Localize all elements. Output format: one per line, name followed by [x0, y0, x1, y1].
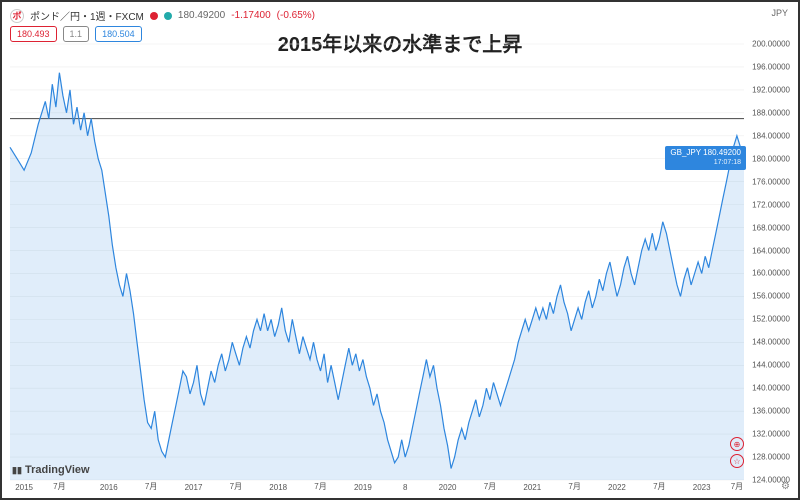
y-tick-label: 172.00000: [752, 200, 790, 209]
y-tick-label: 160.00000: [752, 269, 790, 278]
x-tick-label: 7月: [568, 481, 580, 492]
y-tick-label: 188.00000: [752, 108, 790, 117]
y-tick-label: 180.00000: [752, 154, 790, 163]
y-tick-label: 196.00000: [752, 62, 790, 71]
chart-container: ボ ポンド／円・1週・FXCM 180.49200 -1.17400 (-0.6…: [0, 0, 800, 500]
x-tick-label: 2019: [354, 483, 372, 492]
price-flag-pair: GB_JPY: [670, 148, 701, 157]
x-tick-label: 8: [403, 483, 407, 492]
add-icon[interactable]: ⊕: [730, 437, 744, 451]
y-tick-label: 184.00000: [752, 131, 790, 140]
x-tick-label: 2020: [439, 483, 457, 492]
y-tick-label: 140.00000: [752, 384, 790, 393]
y-tick-label: 192.00000: [752, 85, 790, 94]
y-tick-label: 152.00000: [752, 315, 790, 324]
x-tick-label: 2021: [523, 483, 541, 492]
x-tick-label: 2018: [269, 483, 287, 492]
y-tick-label: 176.00000: [752, 177, 790, 186]
y-tick-label: 164.00000: [752, 246, 790, 255]
y-tick-label: 156.00000: [752, 292, 790, 301]
star-icon[interactable]: ☆: [730, 454, 744, 468]
x-tick-label: 2017: [185, 483, 203, 492]
x-tick-label: 7月: [653, 481, 665, 492]
y-tick-label: 132.00000: [752, 430, 790, 439]
y-tick-label: 144.00000: [752, 361, 790, 370]
y-tick-label: 200.00000: [752, 40, 790, 49]
price-flag-time: 17:07:18: [670, 158, 741, 168]
x-tick-label: 2015: [15, 483, 33, 492]
y-tick-label: 124.00000: [752, 476, 790, 485]
x-tick-label: 7月: [484, 481, 496, 492]
x-tick-label: 7月: [731, 481, 743, 492]
tradingview-logo[interactable]: ▮▮ TradingView: [12, 464, 90, 476]
current-price-flag: GB_JPY 180.49200 17:07:18: [665, 146, 746, 170]
x-tick-label: 7月: [314, 481, 326, 492]
chart-side-icons: ⊕ ☆: [730, 437, 744, 468]
y-tick-label: 136.00000: [752, 407, 790, 416]
x-tick-label: 2022: [608, 483, 626, 492]
x-tick-label: 7月: [53, 481, 65, 492]
x-tick-label: 7月: [145, 481, 157, 492]
price-chart[interactable]: [2, 2, 800, 500]
y-tick-label: 168.00000: [752, 223, 790, 232]
x-tick-label: 2023: [693, 483, 711, 492]
price-flag-price: 180.49200: [703, 148, 741, 157]
y-tick-label: 128.00000: [752, 453, 790, 462]
x-tick-label: 2016: [100, 483, 118, 492]
y-tick-label: 148.00000: [752, 338, 790, 347]
x-tick-label: 7月: [230, 481, 242, 492]
